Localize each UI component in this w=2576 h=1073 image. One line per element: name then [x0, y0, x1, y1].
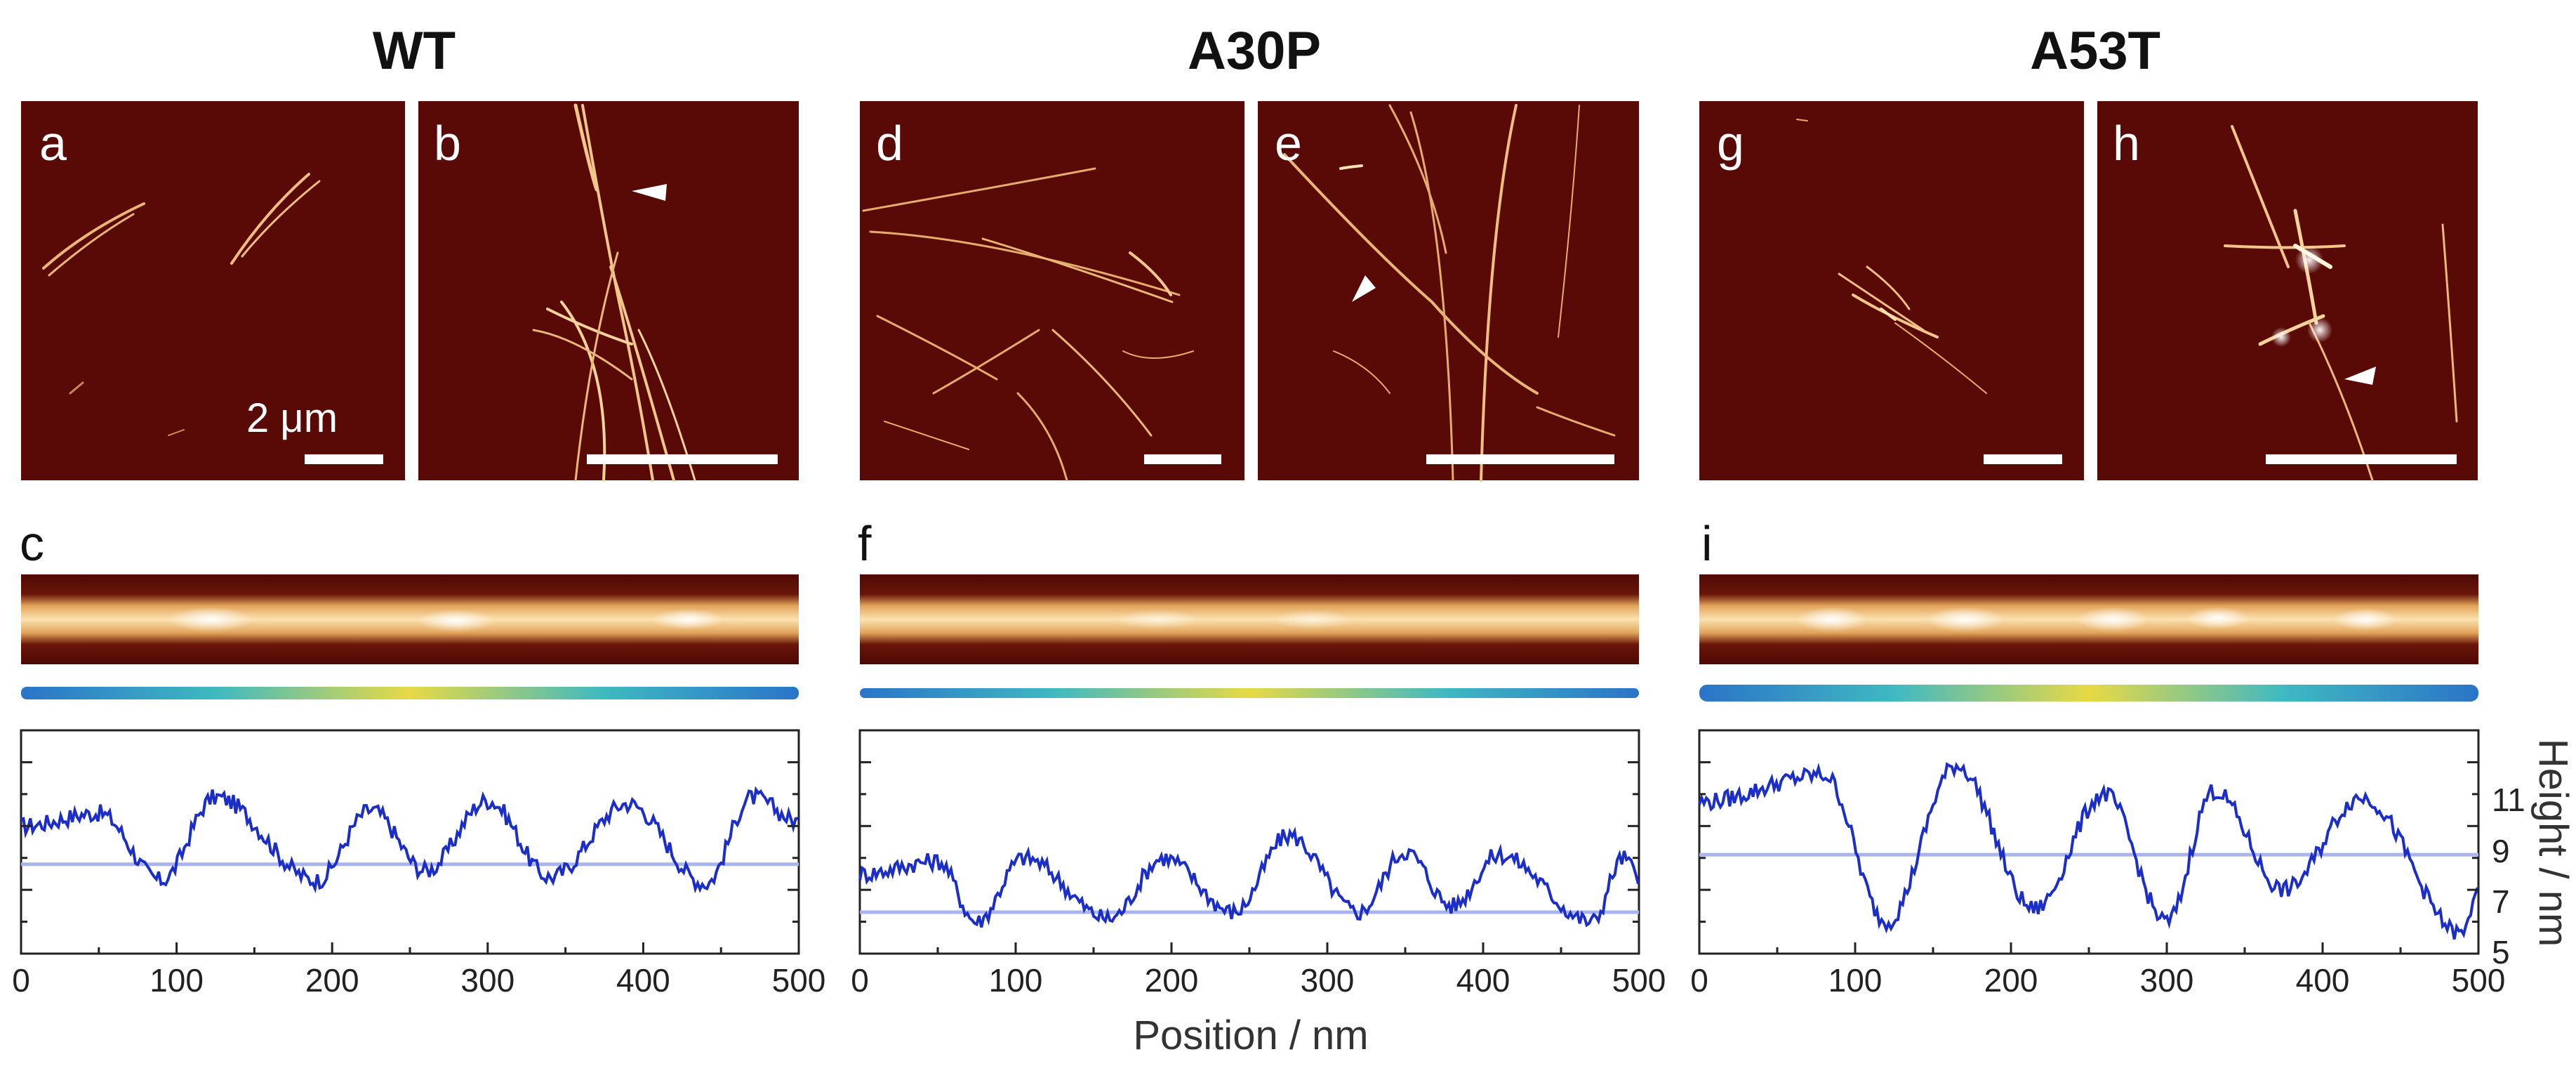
x-tick-label: 300: [1301, 962, 1355, 999]
y-tick-label: 9: [2492, 833, 2510, 869]
title-a30p: A30P: [1188, 21, 1321, 81]
y-tick-label: 5: [2492, 934, 2510, 970]
x-tick-label: 200: [305, 962, 359, 999]
panel-letter-b: b: [434, 116, 461, 171]
panel-letter-d: d: [876, 116, 903, 171]
x-tick-label: 100: [1828, 962, 1883, 999]
afm-panel-h: h: [2097, 101, 2478, 482]
title-wt: WT: [373, 21, 456, 81]
x-tick-labels-i: 0 100 200 300 400 500: [1690, 962, 2505, 999]
x-tick-label: 300: [460, 962, 514, 999]
scale-bar-e: [1426, 454, 1614, 464]
arrowhead-b: [632, 184, 667, 201]
x-tick-label: 0: [851, 962, 869, 999]
x-tick-label: 500: [772, 962, 826, 999]
x-tick-label: 0: [1690, 962, 1708, 999]
afm-panel-b: b: [418, 101, 799, 482]
scale-bar-a: [305, 454, 383, 464]
title-a53t: A53T: [2030, 21, 2160, 81]
afm-panel-e: e: [1258, 101, 1639, 482]
profile-line: [858, 827, 1640, 928]
panel-letter-h: h: [2113, 116, 2140, 171]
scale-bar-d: [1144, 454, 1221, 464]
panel-letter-c: c: [20, 516, 44, 571]
height-plot-f: [858, 729, 1640, 955]
x-tick-label: 400: [616, 962, 670, 999]
x-tick-label: 500: [2452, 962, 2506, 999]
scale-label-wt: 2 μm: [246, 395, 338, 441]
x-tick-labels-c: 0 100 200 300 400 500: [12, 962, 825, 999]
x-tick-label: 200: [1984, 962, 2038, 999]
scale-bar-b: [587, 454, 778, 464]
twist-model-a30p: [860, 688, 1639, 698]
x-tick-label: 400: [1456, 962, 1511, 999]
panel-letter-f: f: [858, 516, 872, 571]
x-tick-label: 300: [2140, 962, 2194, 999]
fibril-strip-a53t: [1699, 574, 2478, 664]
arrowhead-h: [2344, 367, 2376, 385]
x-tick-label: 100: [989, 962, 1043, 999]
height-plot-i: [1698, 729, 2480, 955]
panel-letter-i: i: [1701, 516, 1713, 571]
afm-panel-g: g: [1699, 101, 2084, 480]
x-axis-title: Position / nm: [1133, 1013, 1368, 1058]
y-axis-title: Height / nm: [2530, 739, 2576, 947]
panel-letter-g: g: [1717, 116, 1744, 171]
twist-model-a53t: [1699, 685, 2478, 702]
y-tick-label: 11: [2492, 782, 2525, 818]
x-tick-label: 0: [12, 962, 30, 999]
y-tick-label: 7: [2492, 883, 2510, 920]
afm-panel-a: a 2 μm: [21, 101, 405, 480]
scale-bar-h: [2266, 454, 2457, 464]
twist-model-wt: [21, 687, 799, 699]
profile-line: [20, 786, 799, 894]
profile-line: [1698, 761, 2479, 940]
fibril-strip-wt: [21, 574, 799, 664]
afm-panel-d: d: [860, 101, 1244, 482]
arrowhead-e: [1352, 275, 1376, 302]
panel-letter-e: e: [1275, 116, 1302, 171]
x-tick-label: 500: [1612, 962, 1666, 999]
y-tick-labels: 11 9 7 5: [2492, 782, 2525, 970]
x-tick-label: 400: [2296, 962, 2350, 999]
x-tick-label: 100: [150, 962, 204, 999]
scale-bar-g: [1984, 454, 2062, 464]
fibril-strip-a30p: [860, 574, 1639, 664]
panel-letter-a: a: [39, 116, 67, 171]
x-tick-labels-f: 0 100 200 300 400 500: [851, 962, 1666, 999]
x-tick-label: 200: [1145, 962, 1199, 999]
height-plot-c: [20, 729, 800, 955]
